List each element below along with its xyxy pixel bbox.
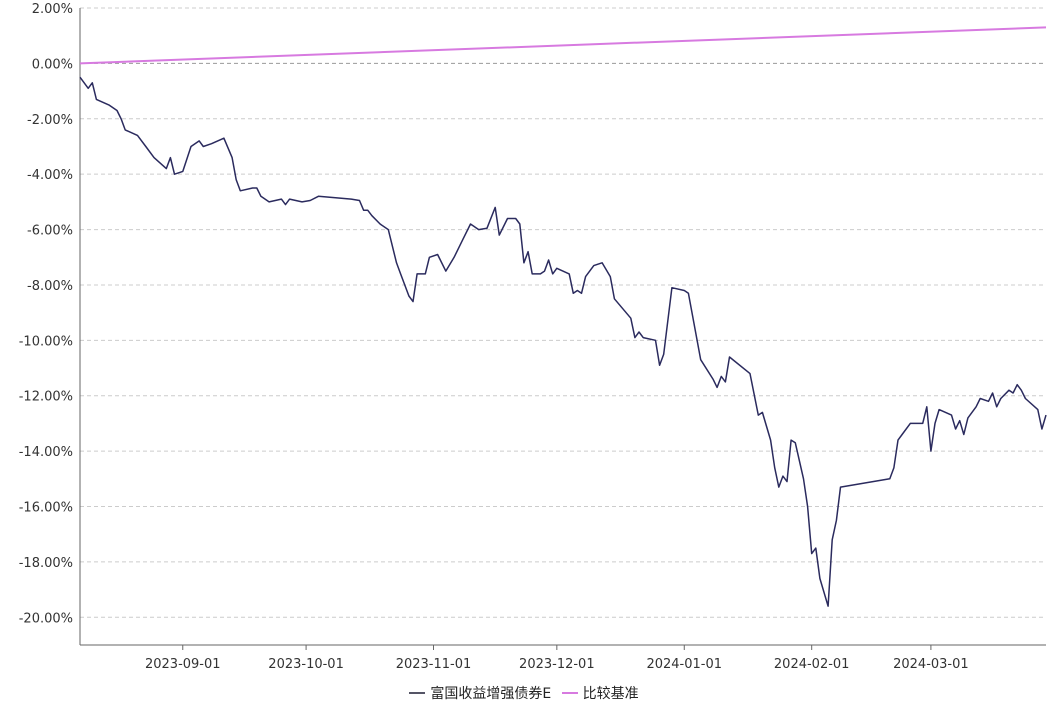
x-tick-label: 2023-09-01 <box>145 657 221 672</box>
legend: 富国收益增强债券E 比较基准 <box>0 682 1048 703</box>
grid-lines <box>80 7 1046 618</box>
series-line-fund <box>79 76 1047 607</box>
legend-swatch-benchmark <box>561 692 578 694</box>
x-tick-labels: 2023-09-01 2023-10-01 2023-11-01 2023-12-01… <box>145 657 969 672</box>
y-tick-label: -20.00% <box>19 611 73 626</box>
series-lines <box>79 26 1047 607</box>
y-tick-label: -10.00% <box>19 334 73 349</box>
series-line-benchmark <box>79 26 1047 65</box>
x-tick-label: 2023-11-01 <box>396 657 472 672</box>
x-tick-label: 2024-01-01 <box>646 657 722 672</box>
legend-swatch-fund <box>409 692 426 694</box>
y-tick-label: -16.00% <box>19 501 73 516</box>
y-tick-label: -12.00% <box>19 390 73 405</box>
y-tick-label: -4.00% <box>27 168 73 183</box>
y-tick-label: 0.00% <box>32 57 73 72</box>
y-tick-label: -2.00% <box>27 113 73 128</box>
legend-label-benchmark: 比较基准 <box>582 686 639 702</box>
x-tick-label: 2023-12-01 <box>519 657 595 672</box>
y-tick-label: 2.00% <box>32 2 73 17</box>
legend-item-benchmark[interactable]: 比较基准 <box>561 683 639 703</box>
y-tick-label: -14.00% <box>19 445 73 460</box>
x-tick-label: 2024-03-01 <box>893 657 969 672</box>
y-tick-label: -6.00% <box>27 224 73 239</box>
y-tick-label: -8.00% <box>27 279 73 294</box>
legend-item-fund[interactable]: 富国收益增强债券E <box>409 683 551 703</box>
y-tick-label: -18.00% <box>19 556 73 571</box>
x-tick-label: 2024-02-01 <box>774 657 850 672</box>
x-tick-label: 2023-10-01 <box>268 657 344 672</box>
line-chart: 2.00% 0.00% -2.00% -4.00% -6.00% -8.00% -10.00… <box>19 2 1047 672</box>
axes <box>79 8 1046 650</box>
legend-label-fund: 富国收益增强债券E <box>430 686 552 702</box>
y-tick-labels: 2.00% 0.00% -2.00% -4.00% -6.00% -8.00% -10.00… <box>19 2 73 626</box>
